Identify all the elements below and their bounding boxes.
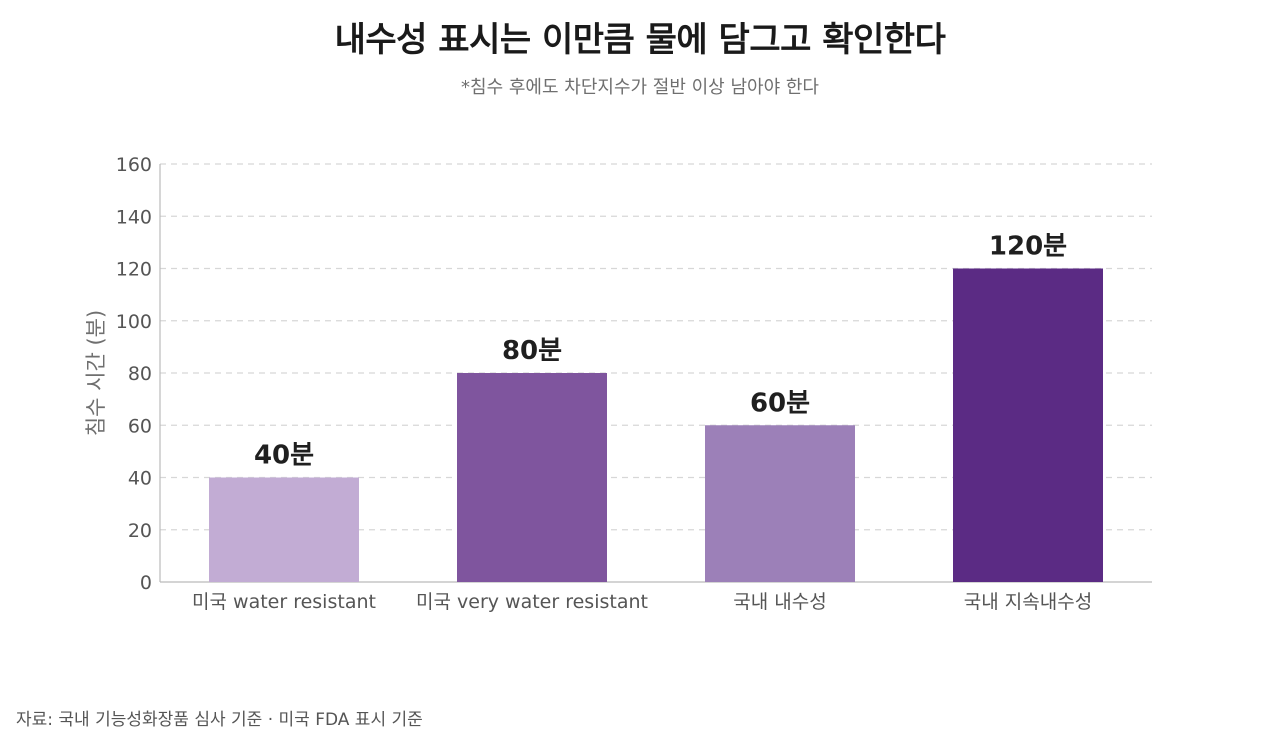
x-tick-label: 국내 내수성 — [733, 591, 826, 613]
y-tick-label: 60 — [128, 415, 152, 437]
x-tick-label: 미국 very water resistant — [416, 591, 648, 613]
data-label: 40분 — [254, 441, 314, 471]
bar — [705, 425, 855, 582]
y-tick-label: 160 — [116, 154, 152, 176]
data-label: 120분 — [989, 232, 1067, 262]
data-label: 80분 — [502, 336, 562, 366]
y-tick-label: 100 — [116, 311, 152, 333]
bar — [209, 477, 359, 582]
bars — [209, 268, 1103, 582]
bar — [457, 373, 607, 582]
y-tick-label: 0 — [140, 572, 152, 594]
y-tick-label: 120 — [116, 259, 152, 281]
y-tick-label: 20 — [128, 520, 152, 542]
y-tick-label: 140 — [116, 206, 152, 228]
x-tick-label: 미국 water resistant — [192, 591, 376, 613]
chart-title: 내수성 표시는 이만큼 물에 담그고 확인한다 — [334, 20, 946, 60]
y-tick-label: 80 — [128, 363, 152, 385]
y-axis-title: 침수 시간 (분) — [84, 310, 108, 436]
y-tick-label: 40 — [128, 468, 152, 490]
chart-subtitle: *침수 후에도 차단지수가 절반 이상 남아야 한다 — [461, 77, 819, 98]
bar — [953, 268, 1103, 582]
source-note: 자료: 국내 기능성화장품 심사 기준 · 미국 FDA 표시 기준 — [16, 710, 423, 730]
x-tick-label: 국내 지속내수성 — [964, 591, 1092, 613]
data-label: 60분 — [750, 388, 810, 418]
